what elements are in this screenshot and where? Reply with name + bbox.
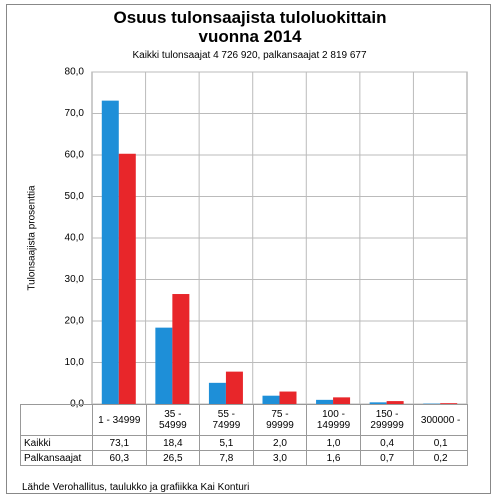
- x-tick-label: 35 - 54999: [145, 404, 201, 436]
- y-axis-label: Tulonsaajista prosenttia: [27, 185, 38, 291]
- x-tick-label: 150 - 299999: [359, 404, 415, 436]
- x-tick-label: 300000 -: [413, 404, 468, 436]
- data-label: 5,1: [199, 435, 254, 451]
- chart-frame: [6, 4, 491, 494]
- data-label: 0,2: [413, 450, 468, 466]
- data-label: 18,4: [145, 435, 201, 451]
- bar: [440, 403, 458, 404]
- y-tick-label: 50,0: [65, 191, 85, 202]
- bar: [208, 382, 226, 404]
- series-row: Kaikki 73,1 18,4 5,1 2,0 1,0 0,4 0,1: [20, 435, 468, 451]
- bar: [262, 395, 280, 404]
- legend-label: Palkansaajat: [20, 450, 93, 466]
- chart-title: Osuus tulonsaajista tuloluokittain vuonn…: [113, 8, 387, 46]
- y-tick-label: 40,0: [65, 233, 85, 244]
- data-label: 1,0: [306, 435, 361, 451]
- bar: [101, 100, 119, 404]
- corner-cell: [20, 404, 93, 436]
- data-label: 0,1: [413, 435, 468, 451]
- x-tick-label: 1 - 34999: [92, 404, 147, 436]
- source-note: Lähde Verohallitus, taulukko ja grafiikk…: [22, 482, 250, 493]
- bar: [386, 401, 404, 404]
- bar: [333, 397, 351, 404]
- x-tick-label: 55 - 74999: [199, 404, 254, 436]
- chart-subtitle: Kaikki tulonsaajat 4 726 920, palkansaaj…: [132, 50, 367, 61]
- legend-label: Kaikki: [20, 435, 93, 451]
- series-row: Palkansaajat 60,3 26,5 7,8 3,0 1,6 0,7 0,2: [20, 450, 468, 466]
- x-tick-label: 75 - 99999: [252, 404, 308, 436]
- data-label: 26,5: [145, 450, 201, 466]
- data-label: 3,0: [252, 450, 308, 466]
- x-tick-label: 100 - 149999: [306, 404, 361, 436]
- data-label: 2,0: [252, 435, 308, 451]
- data-label: 0,4: [359, 435, 415, 451]
- data-label: 1,6: [306, 450, 361, 466]
- y-tick-label: 60,0: [65, 150, 85, 161]
- bar: [316, 399, 334, 404]
- y-tick-label: 70,0: [65, 108, 85, 119]
- bar: [369, 402, 387, 404]
- y-tick-label: 30,0: [65, 274, 85, 285]
- bar: [172, 294, 190, 404]
- y-tick-label: 80,0: [65, 67, 85, 78]
- data-label: 0,7: [359, 450, 415, 466]
- data-label: 7,8: [199, 450, 254, 466]
- header-row: 1 - 34999 35 - 54999 55 - 74999 75 - 99999 1…: [20, 404, 468, 436]
- data-table: 1 - 34999 35 - 54999 55 - 74999 75 - 99999 1…: [20, 404, 468, 466]
- y-tick-label: 20,0: [65, 316, 85, 327]
- data-label: 73,1: [92, 435, 147, 451]
- bar: [155, 327, 173, 404]
- bar: [225, 371, 243, 404]
- bar: [118, 153, 136, 404]
- data-label: 60,3: [92, 450, 147, 466]
- y-tick-label: 10,0: [65, 357, 85, 368]
- bar: [279, 391, 297, 404]
